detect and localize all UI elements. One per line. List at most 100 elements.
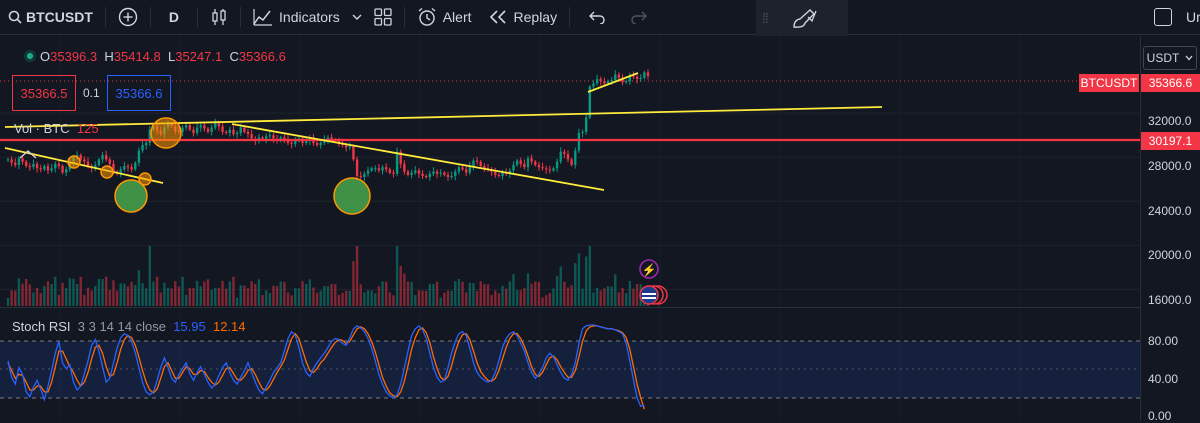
candle-body [6, 159, 10, 161]
candle-body [494, 171, 497, 175]
volume-bar [632, 288, 635, 306]
candle-body [497, 174, 501, 176]
volume-bar [68, 278, 71, 306]
trendline-top-channel[interactable] [587, 72, 639, 93]
candle-body [435, 171, 439, 174]
volume-bar [483, 284, 486, 306]
volume-bar [345, 290, 348, 306]
candle-body [221, 126, 224, 132]
highlight-circle-green [333, 177, 371, 215]
symbol-status-dot[interactable] [24, 50, 36, 62]
volume-bar [145, 288, 148, 306]
candle-body [515, 160, 519, 165]
candle-body [592, 83, 595, 87]
fullscreen-checkbox[interactable] [1154, 8, 1172, 26]
volume-bar [126, 286, 130, 306]
sell-button[interactable]: 35366.5 [12, 75, 76, 111]
volume-bar [563, 281, 566, 306]
candle-body [268, 135, 271, 137]
plus-circle-icon [118, 7, 138, 27]
candle-body [483, 166, 486, 169]
volume-bar [446, 290, 450, 306]
brush-icon[interactable] [790, 7, 818, 29]
volume-bar [6, 298, 10, 306]
volume-bar [475, 290, 479, 306]
symbol-search-button[interactable]: BTCUSDT [0, 0, 101, 34]
undo-button[interactable] [574, 0, 620, 34]
trendline-upper-resistance[interactable] [4, 106, 883, 128]
volume-bar [261, 295, 264, 306]
candle-body [50, 168, 53, 171]
volume-bar [14, 290, 17, 306]
collapse-chevron-icon[interactable] [19, 150, 37, 159]
volume-bar [435, 281, 439, 306]
candle-body [643, 72, 646, 78]
volume-bar [57, 295, 61, 306]
candle-body [126, 166, 130, 168]
candle-body [628, 75, 631, 82]
candle-body [35, 163, 39, 169]
replay-button[interactable]: Replay [480, 0, 566, 34]
volume-value: 125 [76, 121, 99, 136]
volume-bar [72, 278, 75, 306]
volume-bar [301, 281, 304, 306]
volume-bar [625, 293, 628, 306]
buy-button[interactable]: 35366.6 [107, 75, 171, 111]
volume-bar [46, 281, 50, 306]
candle-body [428, 173, 431, 178]
candle-body [392, 172, 395, 174]
candle-body [552, 168, 555, 171]
indicators-dropdown[interactable] [348, 0, 366, 34]
interval-button[interactable]: D [168, 9, 180, 25]
volume-bar [541, 297, 544, 306]
candle-body [406, 171, 410, 175]
candle-body [250, 134, 253, 139]
search-icon [8, 10, 22, 24]
volume-bar [363, 292, 366, 306]
chart-type-button[interactable] [202, 0, 236, 34]
layout-button[interactable] [366, 0, 400, 34]
price-axis[interactable] [1140, 36, 1200, 421]
volume-bar [112, 280, 115, 306]
candle-body [188, 125, 191, 130]
volume-bar [381, 281, 384, 306]
candle-body [421, 173, 424, 176]
indicators-button[interactable]: Indicators [245, 0, 348, 34]
candle-body [555, 161, 559, 169]
volume-bar [574, 263, 577, 306]
volume-bar [188, 287, 191, 306]
candle-body [315, 142, 319, 146]
redo-button[interactable] [620, 0, 658, 34]
volume-bar [515, 290, 519, 306]
volume-bar [628, 280, 631, 306]
volume-bar [577, 253, 581, 306]
candle-body [417, 170, 421, 174]
stoch-tick: 40.00 [1148, 372, 1179, 386]
drag-handle-icon[interactable]: ⁞⁞ [762, 10, 769, 26]
volume-bar [210, 290, 213, 306]
currency-dropdown[interactable]: USDT [1143, 46, 1197, 70]
volume-bar [43, 285, 46, 306]
volume-bar [359, 284, 362, 306]
trendline-descending[interactable] [231, 123, 605, 191]
alarm-clock-icon [418, 7, 436, 26]
candle-body [530, 158, 533, 162]
volume-bar [199, 286, 202, 306]
last-price-label: 35366.6 [1141, 74, 1200, 92]
drawing-toolbar-float: ⁞⁞ [756, 0, 848, 36]
candle-body [617, 74, 621, 78]
price-tick: 16000.0 [1148, 293, 1192, 307]
candle-body [25, 161, 28, 167]
candle-body [330, 137, 333, 140]
volume-bar [119, 283, 122, 306]
candle-body [385, 167, 388, 170]
divider [149, 7, 151, 27]
event-icon[interactable] [639, 259, 659, 279]
top-toolbar: BTCUSDT D Indicators Alert Replay ⁞⁞ Ur [0, 0, 1200, 36]
volume-bar [414, 295, 417, 306]
volume-bar [232, 276, 235, 306]
alert-button[interactable]: Alert [409, 0, 480, 34]
candle-body [577, 132, 581, 151]
compare-symbol-button[interactable] [110, 0, 146, 34]
